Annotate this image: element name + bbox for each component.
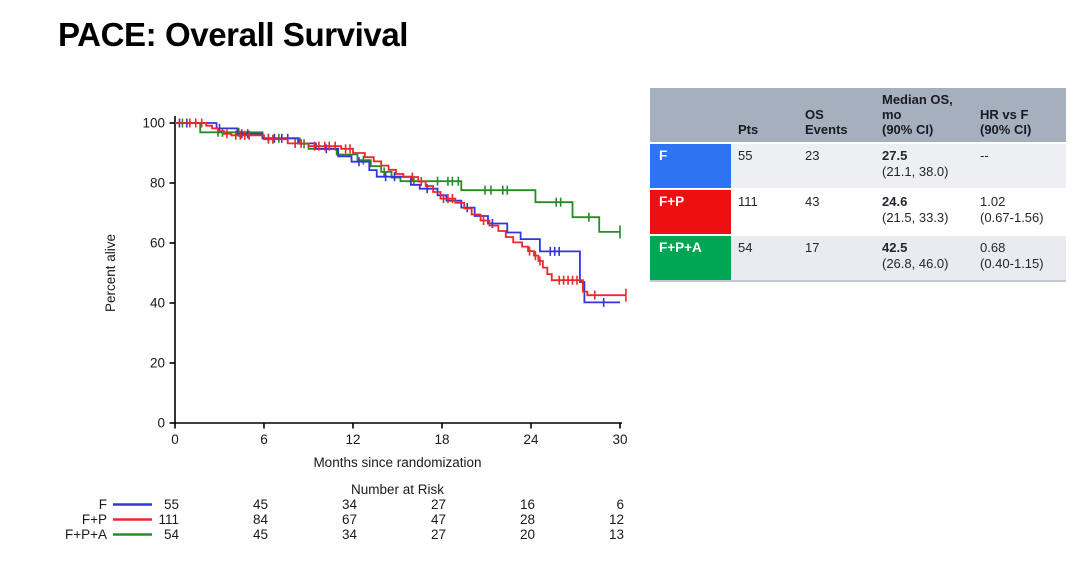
risk-row-label: F	[99, 497, 107, 512]
y-tick-label: 40	[150, 296, 165, 311]
risk-count: 45	[253, 527, 268, 542]
events-value: 23	[798, 144, 875, 188]
pts-value: 55	[731, 144, 798, 188]
median-os-cell: 24.6 (21.5, 33.3)	[875, 190, 973, 234]
header-hr: HR vs F (90% CI)	[973, 88, 1066, 142]
risk-count: 27	[431, 497, 446, 512]
x-tick-label: 24	[523, 432, 539, 447]
risk-count: 111	[158, 512, 179, 527]
risk-table-title: Number at Risk	[351, 482, 444, 497]
header-median-os: Median OS, mo (90% CI)	[875, 88, 973, 142]
y-tick-label: 80	[150, 176, 165, 191]
hr-value: 1.02	[980, 194, 1006, 209]
number-at-risk-table: Number at Risk F 55 45 34 27 16 6 F+P 111 84 67 47 28…	[65, 482, 624, 542]
x-tick-label: 12	[345, 432, 360, 447]
x-axis-title: Months since randomization	[313, 455, 481, 470]
risk-count: 16	[520, 497, 535, 512]
series-F	[175, 118, 620, 307]
hr-value: 0.68	[980, 240, 1006, 255]
y-tick-label: 0	[157, 416, 165, 431]
risk-count: 84	[253, 512, 269, 527]
header-pts: Pts	[731, 88, 798, 142]
risk-count: 27	[431, 527, 446, 542]
risk-count: 54	[164, 527, 180, 542]
risk-row-label: F+P	[82, 512, 107, 527]
risk-count: 28	[520, 512, 535, 527]
x-tick-label: 0	[171, 432, 179, 447]
risk-count: 20	[520, 527, 535, 542]
x-tick-label: 30	[612, 432, 627, 447]
header-empty-cell	[650, 88, 731, 142]
risk-count: 13	[609, 527, 624, 542]
axis-labels: 0 20 40 60 80 100 0 6 12 18 24 30 Percent alive Month…	[103, 116, 628, 471]
risk-count: 34	[342, 497, 358, 512]
risk-count: 12	[609, 512, 624, 527]
median-ci: (26.8, 46.0)	[882, 256, 949, 271]
hr-value: --	[980, 148, 989, 163]
summary-table: Pts OS Events Median OS, mo (90% CI) HR …	[650, 88, 1066, 282]
x-tick-label: 18	[434, 432, 449, 447]
km-curve	[175, 122, 620, 304]
y-tick-label: 20	[150, 356, 165, 371]
risk-count: 47	[431, 512, 446, 527]
risk-row-label: F+P+A	[65, 527, 107, 542]
row-label-F+P+A: F+P+A	[650, 236, 731, 280]
median-ci: (21.5, 33.3)	[882, 210, 949, 225]
series-F+P	[175, 118, 627, 302]
row-label-F: F	[650, 144, 731, 188]
events-value: 17	[798, 236, 875, 280]
median-value: 27.5	[882, 148, 908, 163]
row-label-F+P: F+P	[650, 190, 731, 234]
median-os-cell: 42.5 (26.8, 46.0)	[875, 236, 973, 280]
hr-cell: 0.68 (0.40-1.15)	[973, 236, 1066, 280]
median-value: 42.5	[882, 240, 908, 255]
hr-ci: (0.40-1.15)	[980, 256, 1044, 271]
km-curve	[175, 122, 626, 297]
axes	[169, 116, 622, 429]
risk-count: 34	[342, 527, 358, 542]
median-value: 24.6	[882, 194, 908, 209]
y-tick-label: 60	[150, 236, 165, 251]
hr-cell: 1.02 (0.67-1.56)	[973, 190, 1066, 234]
hr-ci: (0.67-1.56)	[980, 210, 1044, 225]
pts-value: 54	[731, 236, 798, 280]
risk-count: 67	[342, 512, 357, 527]
risk-count: 6	[616, 497, 624, 512]
y-axis-title: Percent alive	[103, 234, 118, 312]
risk-count: 55	[164, 497, 179, 512]
hr-cell: --	[973, 144, 1066, 188]
page-title: PACE: Overall Survival	[58, 16, 409, 53]
median-ci: (21.1, 38.0)	[882, 164, 949, 179]
risk-count: 45	[253, 497, 268, 512]
x-tick-label: 6	[260, 432, 268, 447]
header-os-events: OS Events	[798, 88, 875, 142]
pts-value: 111	[731, 190, 798, 234]
events-value: 43	[798, 190, 875, 234]
y-tick-label: 100	[142, 116, 165, 131]
median-os-cell: 27.5 (21.1, 38.0)	[875, 144, 973, 188]
